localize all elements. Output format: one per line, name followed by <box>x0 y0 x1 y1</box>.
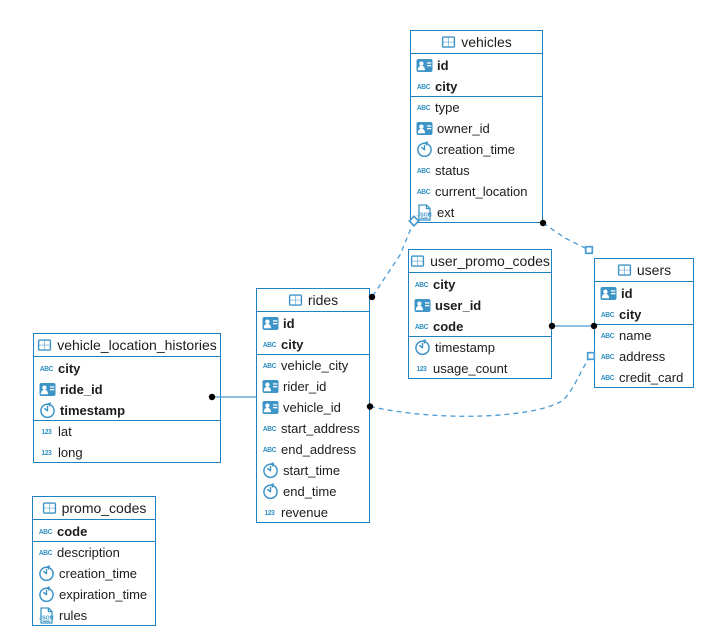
svg-text:JSON: JSON <box>39 615 54 621</box>
svg-text:JSON: JSON <box>417 212 432 218</box>
